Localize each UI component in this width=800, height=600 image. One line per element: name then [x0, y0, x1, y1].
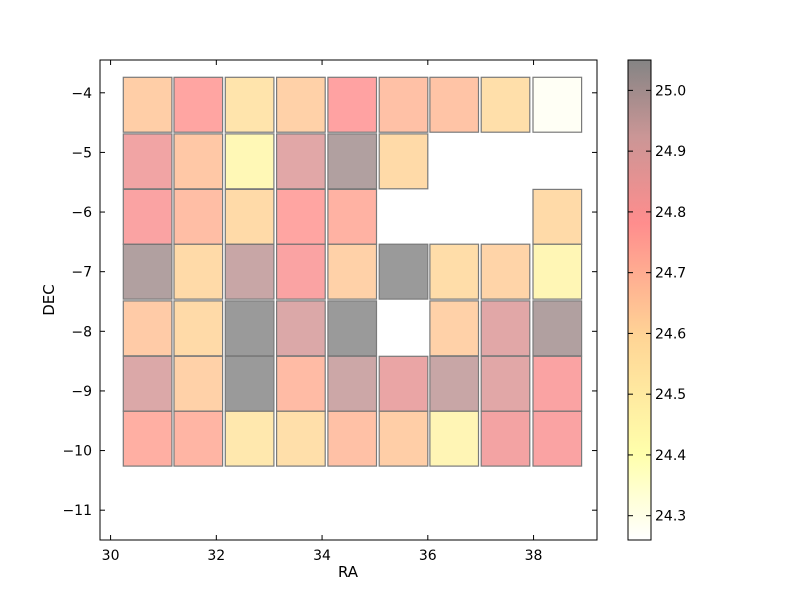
heatmap-cell — [429, 300, 480, 357]
plot-frame — [99, 59, 598, 541]
heatmap-cell — [173, 188, 224, 245]
heatmap-cell — [378, 243, 429, 300]
heatmap-cell — [224, 410, 275, 467]
heatmap-cell — [532, 243, 583, 300]
heatmap-cell — [276, 410, 326, 467]
colorbar-tick-label: 24.5 — [655, 387, 686, 403]
heatmap-cell — [173, 300, 224, 357]
y-tick-label: −9 — [71, 384, 92, 400]
heatmap-cell — [532, 76, 583, 133]
y-tick-label: −7 — [71, 265, 92, 281]
colorbar-gradient — [628, 60, 651, 540]
heatmap-cell — [276, 355, 326, 412]
heatmap-cell — [480, 355, 531, 412]
heatmap-cell — [224, 300, 275, 357]
x-tick-label: 30 — [102, 548, 120, 564]
colorbar-frame — [627, 59, 652, 541]
heatmap-cell — [480, 410, 531, 467]
heatmap-cell — [122, 243, 173, 300]
heatmap-cell — [327, 355, 378, 412]
heatmap-cell — [224, 76, 275, 133]
heatmap-cell — [327, 133, 378, 190]
heatmap-cell — [122, 76, 173, 133]
heatmap-cell — [480, 76, 531, 133]
heatmap-cell — [532, 188, 583, 245]
heatmap-cell — [532, 300, 583, 357]
x-tick-label: 34 — [313, 548, 331, 564]
y-tick-label: −8 — [71, 324, 92, 340]
colorbar-tick-label: 24.8 — [655, 205, 686, 221]
heatmap-cell — [327, 188, 378, 245]
y-tick-label: −5 — [71, 145, 92, 161]
y-axis-label: DEC — [40, 284, 58, 316]
heatmap-cell — [122, 133, 173, 190]
heatmap-cell — [327, 410, 378, 467]
heatmap-cell — [378, 410, 429, 467]
heatmap-cell — [173, 243, 224, 300]
heatmap-cell — [276, 243, 326, 300]
heatmap-cell — [173, 355, 224, 412]
x-tick-label: 36 — [419, 548, 437, 564]
heatmap-cell — [378, 76, 429, 133]
heatmap-cell — [429, 76, 480, 133]
heatmap-cell — [173, 76, 224, 133]
heatmap-cell — [122, 188, 173, 245]
heatmap-cell — [480, 300, 531, 357]
heatmap-cell — [378, 133, 429, 190]
colorbar-tick-label: 24.7 — [655, 266, 686, 282]
heatmap-cells — [122, 76, 583, 467]
heatmap-cell — [224, 243, 275, 300]
heatmap-cell — [429, 243, 480, 300]
y-tick-label: −11 — [62, 503, 92, 519]
heatmap-cell — [327, 243, 378, 300]
x-tick-label: 32 — [207, 548, 225, 564]
y-tick-label: −6 — [71, 205, 92, 221]
heatmap-cell — [378, 355, 429, 412]
heatmap-cell — [276, 188, 326, 245]
heatmap-cell — [276, 76, 326, 133]
x-tick-label: 38 — [525, 548, 543, 564]
colorbar-tick-label: 25.0 — [655, 83, 686, 99]
heatmap-cell — [429, 410, 480, 467]
colorbar-tick-label: 24.4 — [655, 448, 686, 464]
y-tick-label: −10 — [62, 444, 92, 460]
heatmap-cell — [224, 188, 275, 245]
x-axis-label: RA — [338, 563, 359, 581]
heatmap-cell — [480, 243, 531, 300]
heatmap-cell — [532, 355, 583, 412]
colorbar: 24.3 24.4 24.5 24.6 24.7 24.8 24.9 25.0 — [627, 59, 686, 541]
heatmap-cell — [327, 300, 378, 357]
colorbar-tick-label: 24.9 — [655, 144, 686, 160]
heatmap-cell — [327, 76, 378, 133]
colorbar-tick-label: 24.6 — [655, 326, 686, 342]
y-tick-label: −4 — [71, 86, 92, 102]
heatmap-cell — [224, 355, 275, 412]
heatmap-cell — [122, 300, 173, 357]
heatmap-cell — [173, 133, 224, 190]
colorbar-ticks: 24.3 24.4 24.5 24.6 24.7 24.8 24.9 25.0 — [628, 83, 686, 525]
heatmap-cell — [224, 133, 275, 190]
heatmap-cell — [173, 410, 224, 467]
heatmap-cell — [122, 410, 173, 467]
heatmap-cell — [429, 355, 480, 412]
heatmap-cell — [122, 355, 173, 412]
heatmap-cell — [276, 300, 326, 357]
colorbar-tick-label: 24.3 — [655, 509, 686, 525]
heatmap-cell — [276, 133, 326, 190]
x-axis-ticks: 30 32 34 36 38 — [102, 60, 543, 564]
y-axis-ticks: −4 −5 −6 −7 −8 −9 −10 −11 — [62, 86, 597, 519]
heatmap-cell — [532, 410, 583, 467]
